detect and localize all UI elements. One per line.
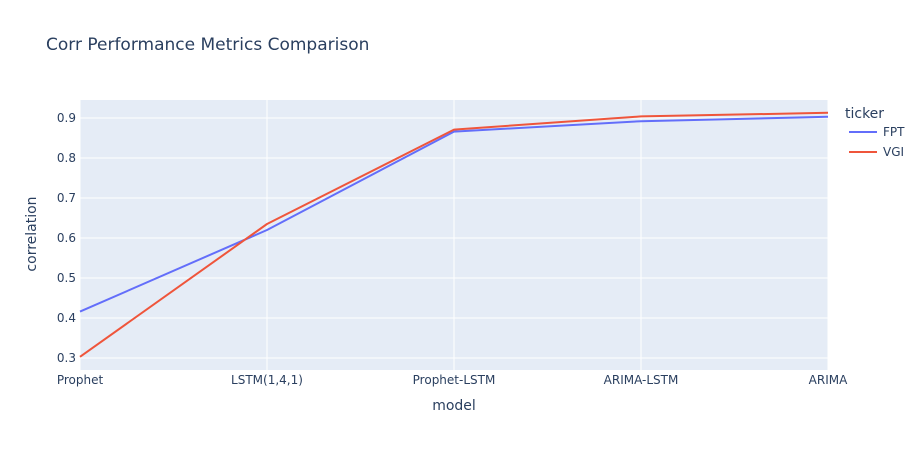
legend: ticker FPT VGI [845,106,905,159]
y-tick-label: 0.4 [57,311,76,325]
y-axis-title: correlation [24,196,40,271]
series-line-vgi [79,111,829,358]
grid-lines [79,100,829,370]
x-tick-label: ARIMA [809,373,848,387]
y-tick-label: 0.9 [57,111,76,125]
y-tick-labels: 0.3 0.4 0.5 0.6 0.7 0.8 0.9 [57,111,76,365]
legend-label: FPT [883,125,905,139]
y-tick-label: 0.6 [57,231,76,245]
series-line-fpt [79,115,829,313]
y-tick-label: 0.5 [57,271,76,285]
x-tick-label: LSTM(1,4,1) [231,373,303,387]
y-tick-label: 0.3 [57,351,76,365]
series-lines [79,111,829,358]
legend-title: ticker [845,106,884,122]
chart-title: Corr Performance Metrics Comparison [46,35,369,55]
y-tick-label: 0.7 [57,191,76,205]
x-axis-title: model [432,398,476,414]
y-tick-label: 0.8 [57,151,76,165]
legend-label: VGI [883,145,904,159]
x-tick-label: Prophet-LSTM [413,373,496,387]
x-tick-labels: Prophet LSTM(1,4,1) Prophet-LSTM ARIMA-LSTM… [57,373,848,387]
x-tick-label: Prophet [57,373,104,387]
x-tick-label: ARIMA-LSTM [604,373,679,387]
